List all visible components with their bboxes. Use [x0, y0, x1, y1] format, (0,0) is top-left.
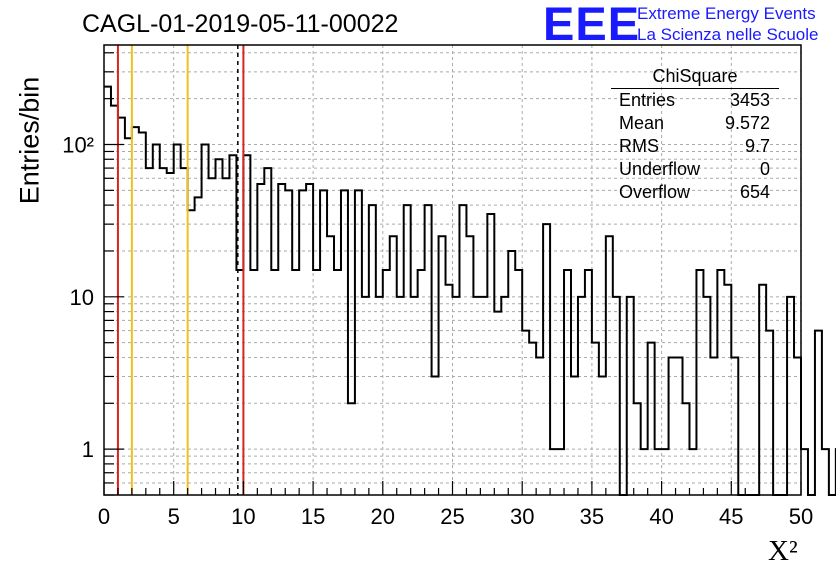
histogram-bin [731, 357, 738, 495]
histogram-bin [529, 343, 536, 495]
y-tick-label: 10² [62, 132, 94, 157]
histogram-bin [278, 184, 285, 495]
y-tick-label: 1 [82, 437, 94, 462]
histogram-bin [543, 224, 550, 495]
histogram-bin [501, 297, 508, 495]
histogram-bin [160, 168, 167, 495]
stats-row-mean: Mean 9.572 [611, 112, 779, 135]
histogram-bin [627, 297, 634, 495]
histogram-bin [181, 168, 188, 495]
histogram-bin [536, 357, 543, 495]
histogram-bin [397, 297, 404, 495]
histogram-bin [229, 155, 236, 495]
histogram-bin [766, 331, 773, 495]
x-tick-label: 15 [301, 504, 325, 529]
x-tick-label: 5 [168, 504, 180, 529]
stats-box: ChiSquare Entries 3453 Mean 9.572 RMS 9.… [611, 66, 779, 204]
histogram-bin [404, 205, 411, 495]
plot-title: CAGL-01-2019-05-11-00022 [82, 10, 399, 38]
x-tick-label: 35 [580, 504, 604, 529]
histogram-bin [188, 210, 195, 495]
histogram-bin [209, 178, 216, 495]
histogram-bin [174, 144, 181, 495]
histogram-bin [613, 297, 620, 495]
histogram-bin [578, 297, 585, 495]
histogram-bin [508, 251, 515, 495]
histogram-bin [264, 168, 271, 495]
histogram-bin [669, 357, 676, 495]
histogram-bin [167, 173, 174, 495]
y-tick-label: 10 [70, 285, 94, 310]
histogram-bin [648, 343, 655, 495]
x-tick-label: 10 [231, 504, 255, 529]
logo-tagline-1: Extreme Energy Events [637, 4, 816, 23]
histogram-bin [473, 297, 480, 495]
histogram-bin [153, 144, 160, 495]
x-tick-label: 45 [719, 504, 743, 529]
stats-label: RMS [619, 136, 659, 156]
histogram-bin [599, 376, 606, 495]
stats-row-overflow: Overflow 654 [611, 181, 779, 204]
histogram-bin [125, 138, 132, 495]
x-tick-label: 0 [98, 504, 110, 529]
histogram-bin [459, 205, 466, 495]
eee-logo: EEE [543, 0, 641, 50]
histogram-bin [522, 331, 529, 495]
x-tick-label: 40 [649, 504, 673, 529]
x-tick-label: 20 [371, 504, 395, 529]
stats-label: Entries [619, 90, 676, 110]
histogram-bin [592, 343, 599, 495]
stats-value: 9.572 [724, 113, 770, 133]
histogram-bin [703, 297, 710, 495]
histogram-bin [480, 297, 487, 495]
histogram-bin [815, 331, 822, 495]
stats-label: Overflow [619, 182, 691, 202]
histogram-bin [216, 159, 223, 495]
histogram-bin [139, 132, 146, 495]
stats-row-entries: Entries 3453 [611, 89, 779, 112]
stats-value: 654 [739, 182, 770, 202]
histogram-bin [822, 449, 829, 495]
x-axis-label: X² [768, 535, 798, 567]
stats-value: 3453 [729, 90, 770, 110]
histogram-bin [222, 178, 229, 495]
histogram-bin [794, 357, 801, 495]
logo-tagline-2: La Scienza nelle Scuole [637, 25, 819, 44]
histogram-bin [787, 297, 794, 495]
histogram-bin [104, 87, 111, 495]
histogram-bin [487, 214, 494, 495]
x-tick-label: 30 [510, 504, 534, 529]
histogram-bin [257, 184, 264, 495]
histogram-bin [146, 168, 153, 495]
histogram-bin [132, 127, 139, 495]
histogram-bin [202, 144, 209, 495]
histogram-bin [195, 197, 202, 495]
histogram-bin [453, 297, 460, 495]
histogram-outline [104, 85, 836, 496]
stats-row-rms: RMS 9.7 [611, 135, 779, 158]
histogram-bin [369, 205, 376, 495]
stats-value: 9.7 [744, 136, 770, 156]
histogram-bin [801, 449, 808, 495]
stats-title: ChiSquare [611, 66, 779, 89]
histogram-bin [376, 297, 383, 495]
x-tick-label: 25 [440, 504, 464, 529]
stats-label: Mean [619, 113, 665, 133]
stats-label: Underflow [619, 159, 701, 179]
histogram-bin [571, 376, 578, 495]
histogram-bin [243, 155, 250, 495]
histogram-bin [362, 297, 369, 495]
histogram-bin [306, 184, 313, 495]
histogram-bin [411, 297, 418, 495]
histogram-bin [676, 357, 683, 495]
stats-value: 0 [759, 159, 770, 179]
histogram-bin [710, 357, 717, 495]
histogram-bin [425, 205, 432, 495]
x-tick-label: 50 [789, 504, 813, 529]
histogram-bin [111, 106, 118, 495]
stats-row-underflow: Underflow 0 [611, 158, 779, 181]
histogram-bin [118, 118, 125, 495]
histogram-bin [432, 376, 439, 495]
